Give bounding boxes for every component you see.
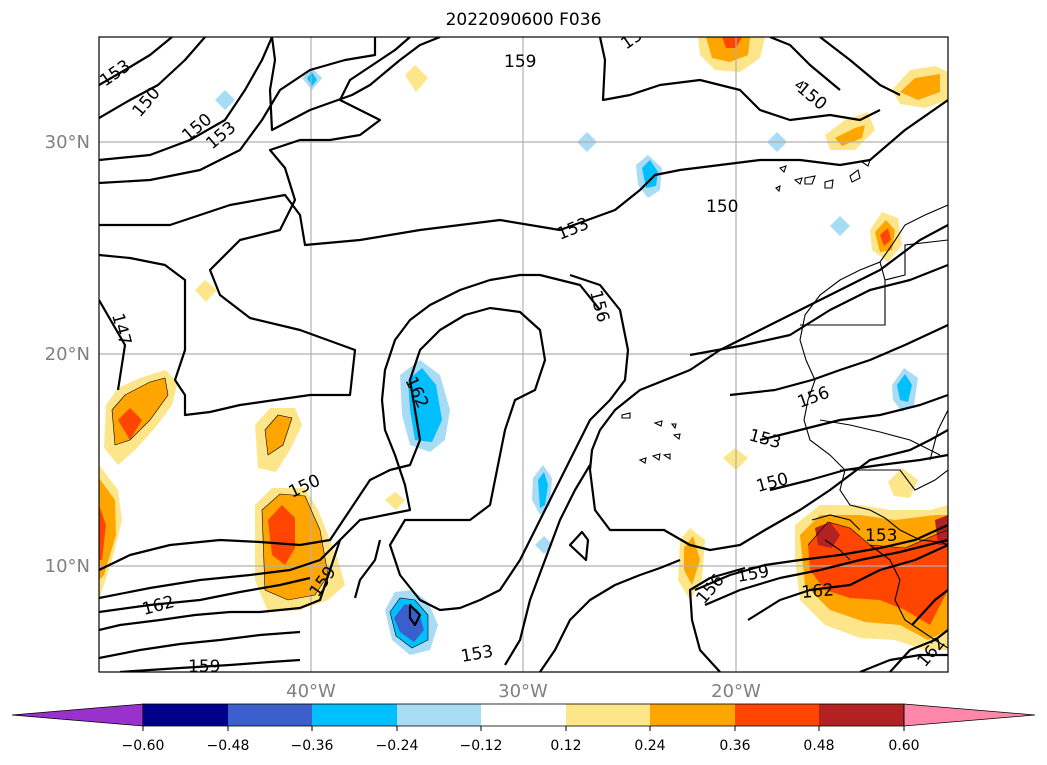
lon-label-40w: 40°W [286, 681, 336, 702]
lon-label-20w: 20°W [711, 681, 761, 702]
colorbar-tick-label: −0.12 [460, 738, 503, 754]
colorbar-tick-label: 0.36 [719, 738, 750, 754]
contour-label: 150 [706, 197, 738, 217]
colorbar-segment [819, 704, 904, 726]
colorbar: −0.60 −0.48 −0.36 −0.24 −0.12 0.12 0.24 … [11, 703, 1036, 754]
height-contours [99, 37, 948, 672]
colorbar-tick-label: −0.60 [122, 738, 165, 754]
chart-title: 2022090600 F036 [445, 10, 602, 30]
colorbar-tick-label: 0.12 [550, 738, 581, 754]
map-frame [98, 36, 949, 673]
colorbar-extend-max [903, 703, 1036, 727]
map-area: 153 150 150 153 159 153 150 150 153 147 … [99, 37, 948, 677]
colorbar-segment [228, 704, 312, 726]
lat-label-10n: 10°N [45, 556, 90, 577]
contour-label: 153 [865, 526, 897, 546]
colorbar-segment [397, 704, 481, 726]
longitude-labels: 40°W 30°W 20°W [286, 681, 761, 702]
colorbar-tick-label: −0.36 [291, 738, 334, 754]
coastlines [621, 80, 948, 649]
colorbar-segment [735, 704, 819, 726]
contour-label: 159 [188, 657, 220, 677]
colorbar-tick-label: −0.48 [207, 738, 250, 754]
map-grid [99, 37, 948, 672]
contour-label: 162 [801, 580, 835, 603]
colorbar-tick-label: 0.48 [803, 738, 834, 754]
fill-outlines [111, 377, 948, 649]
colorbar-tick-label: −0.24 [376, 738, 419, 754]
colorbar-segment [481, 704, 566, 726]
lat-label-30n: 30°N [45, 132, 90, 153]
colorbar-segment [650, 704, 735, 726]
colorbar-frame [142, 703, 905, 727]
colorbar-segment [312, 704, 397, 726]
colorbar-segment [143, 704, 228, 726]
latitude-labels: 30°N 20°N 10°N [45, 132, 90, 577]
colorbar-tick-label: 0.24 [634, 738, 665, 754]
lon-label-30w: 30°W [498, 681, 548, 702]
lat-label-20n: 20°N [45, 344, 90, 365]
colorbar-tick-label: 0.60 [888, 738, 919, 754]
colorbar-extend-min [11, 703, 144, 727]
contour-label: 159 [504, 52, 536, 72]
colorbar-segment [566, 704, 650, 726]
